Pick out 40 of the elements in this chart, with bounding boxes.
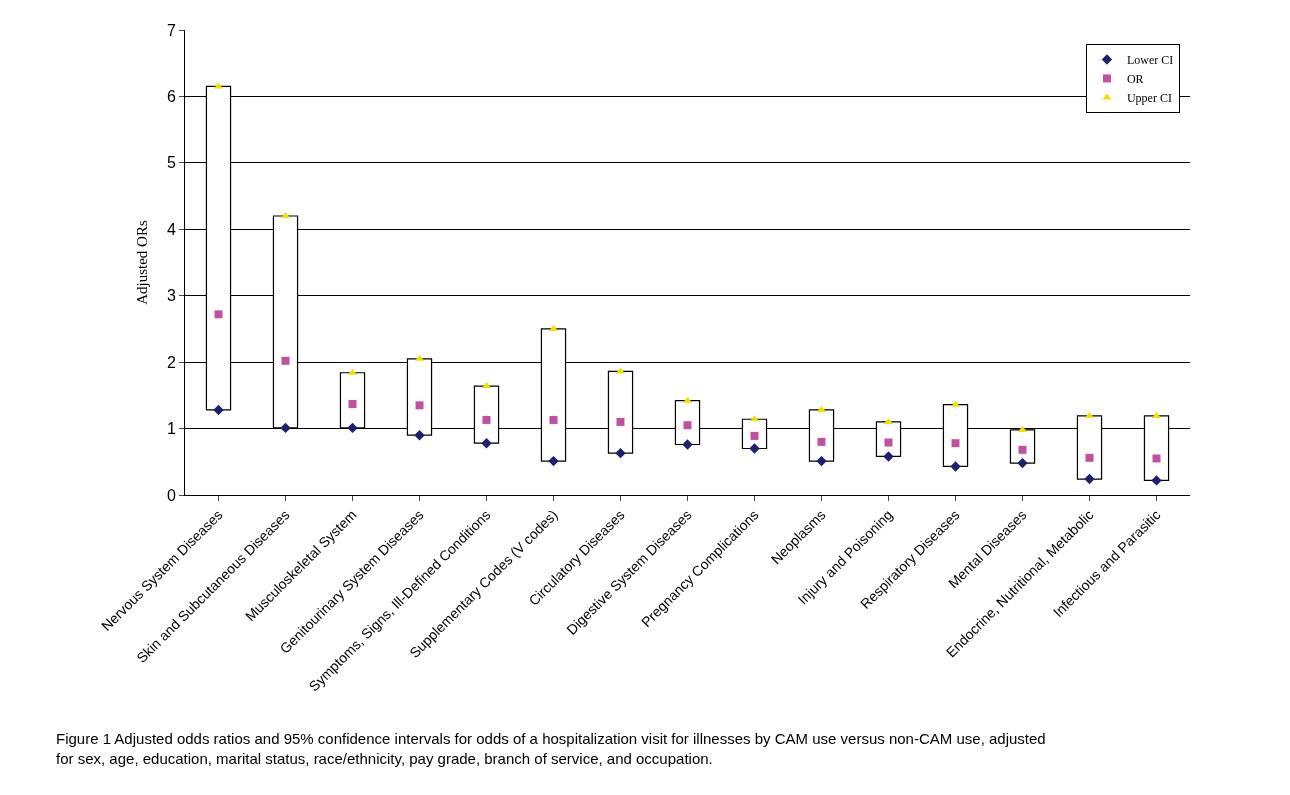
point <box>347 422 358 434</box>
point <box>1152 454 1161 463</box>
point <box>817 437 826 446</box>
y-axis-title: Adjusted ORs <box>134 220 151 305</box>
point <box>951 439 960 448</box>
y-tick-label: 6 <box>166 88 176 106</box>
point <box>213 404 224 416</box>
point <box>616 417 625 426</box>
legend-label: Upper CI <box>1126 91 1172 106</box>
point <box>1084 473 1095 485</box>
point <box>548 455 559 467</box>
y-tick-label: 1 <box>166 420 176 438</box>
point <box>749 443 760 454</box>
point <box>615 447 626 459</box>
point <box>280 422 291 434</box>
y-tick-label: 2 <box>166 353 176 371</box>
point <box>683 421 692 430</box>
point <box>1085 453 1094 462</box>
point <box>1151 475 1162 486</box>
point <box>1017 457 1028 469</box>
legend-label: OR <box>1126 72 1144 87</box>
point <box>214 310 223 319</box>
caption: Figure 1 Adjusted odds ratios and 95% confidence intervals for odds of a hospitalization visit for illnesses by CAM use versus non-CAM use, adjusted for sex, age, education, marital status, race/ethnicity, pay grade, branch of service, and occupation. <box>56 730 1046 767</box>
y-tick-label: 4 <box>166 220 176 238</box>
point <box>816 455 827 467</box>
point <box>950 461 961 472</box>
y-tick-label: 3 <box>166 287 176 305</box>
y-tick-label: 5 <box>166 154 176 172</box>
y-tick-label: 7 <box>166 21 176 39</box>
y-tick-label: 0 <box>166 486 176 504</box>
legend-label: Lower CI <box>1126 53 1174 68</box>
point <box>415 401 424 410</box>
point <box>481 437 492 449</box>
point <box>482 415 491 424</box>
point <box>348 399 357 408</box>
point <box>414 430 425 441</box>
point <box>281 356 290 365</box>
point <box>883 451 894 462</box>
point <box>549 415 558 424</box>
point <box>682 439 693 450</box>
